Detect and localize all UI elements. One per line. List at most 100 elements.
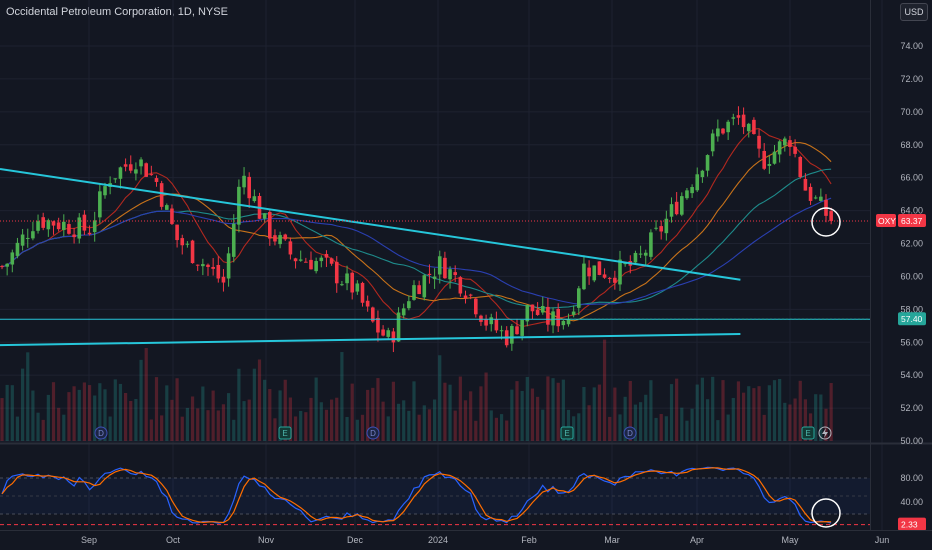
candle-body	[623, 263, 627, 265]
volume-bar	[293, 416, 298, 441]
volume-bar	[814, 394, 818, 441]
candle-body	[607, 277, 612, 279]
volume-bar	[448, 384, 452, 441]
candle-body	[391, 331, 396, 343]
candle-body	[577, 288, 581, 308]
candle-body	[448, 269, 452, 280]
volume-bar	[366, 389, 370, 441]
lightning-icon-glyph	[822, 428, 828, 438]
candle-body	[710, 133, 715, 152]
volume-bar	[458, 376, 462, 441]
symbol-tag-text: OXY	[878, 216, 896, 226]
candle-body	[417, 285, 421, 295]
candle-body	[468, 294, 473, 296]
volume-bar	[705, 399, 710, 441]
volume-bar	[762, 414, 766, 441]
volume-bar	[649, 380, 653, 441]
volume-bar	[659, 414, 663, 441]
candle-body	[134, 169, 138, 174]
candle-body	[813, 197, 818, 199]
volume-bar	[26, 352, 30, 441]
volume-bar	[592, 387, 596, 441]
candle-body	[443, 257, 447, 279]
volume-bar	[62, 414, 66, 441]
candles	[0, 106, 833, 353]
volume-bar	[227, 393, 231, 441]
candle-body	[350, 272, 354, 293]
osc-value-tag	[898, 517, 926, 531]
candle-body	[381, 329, 385, 336]
candle-body	[159, 183, 164, 207]
price-tick-label: 58.00	[900, 304, 923, 314]
candle-body	[273, 235, 277, 242]
volume-bar	[711, 376, 715, 441]
candle-body	[77, 217, 82, 239]
volume-bar	[371, 387, 375, 441]
volume-bar	[46, 394, 50, 441]
candle-body	[10, 252, 15, 265]
volume-bar	[469, 391, 473, 441]
candle-body	[695, 174, 700, 191]
volume-bar	[752, 388, 756, 441]
volume-bar	[247, 399, 251, 441]
volume-bar	[206, 410, 210, 441]
candle-body	[190, 240, 195, 264]
volume-bar	[185, 407, 189, 441]
candle-body	[741, 114, 746, 128]
candle-body	[185, 243, 190, 245]
volume-bar	[283, 379, 287, 441]
candle-body	[103, 186, 107, 196]
volume-bar	[716, 420, 720, 441]
candle-body	[721, 128, 725, 134]
volume-bar	[561, 379, 565, 441]
time-tick-label: Mar	[604, 535, 620, 545]
volume-bar	[566, 409, 571, 441]
volume-bar	[288, 397, 292, 441]
candle-body	[82, 214, 87, 231]
volume-bar	[484, 372, 488, 441]
volume-bar	[149, 419, 153, 441]
candle-body	[561, 320, 566, 326]
time-tick-label: Apr	[690, 535, 704, 545]
price-tick-label: 66.00	[900, 173, 923, 183]
candle-body	[165, 205, 169, 210]
volume-bar	[216, 410, 220, 441]
volume-bar	[731, 397, 735, 441]
candle-body	[334, 261, 339, 284]
volume-bar	[556, 382, 560, 441]
volume-bar	[180, 416, 184, 441]
dividend-badge	[366, 426, 380, 440]
volume-bar	[675, 378, 679, 441]
candle-body	[144, 163, 148, 177]
volume-bar	[417, 414, 421, 441]
candle-body	[793, 146, 797, 154]
candle-body	[31, 231, 35, 239]
candle-body	[510, 325, 514, 344]
level-tag-text: 57.40	[901, 314, 923, 324]
volume-bar	[669, 384, 674, 441]
candle-body	[783, 138, 787, 146]
candle-body	[314, 261, 318, 272]
volume-bar	[757, 386, 761, 441]
candle-body	[118, 167, 123, 179]
volume-bar	[443, 382, 447, 441]
volume-bar	[139, 359, 143, 441]
candle-body	[304, 261, 308, 263]
volume-bar	[499, 414, 504, 441]
grid	[0, 0, 932, 530]
candle-body	[231, 223, 236, 257]
volume-bar	[618, 414, 622, 441]
candle-body	[582, 263, 586, 290]
volume-bar	[505, 420, 509, 441]
candle-body	[324, 253, 329, 258]
candle-body	[216, 265, 221, 279]
volume-bar	[587, 405, 591, 441]
candle-body	[376, 317, 380, 333]
time-tick-label: 2024	[428, 535, 448, 545]
currency-button[interactable]: USD	[900, 3, 928, 21]
volume-bar	[113, 379, 117, 441]
candle-body	[664, 218, 669, 234]
candle-body	[762, 150, 766, 169]
volume-bar	[489, 410, 493, 441]
